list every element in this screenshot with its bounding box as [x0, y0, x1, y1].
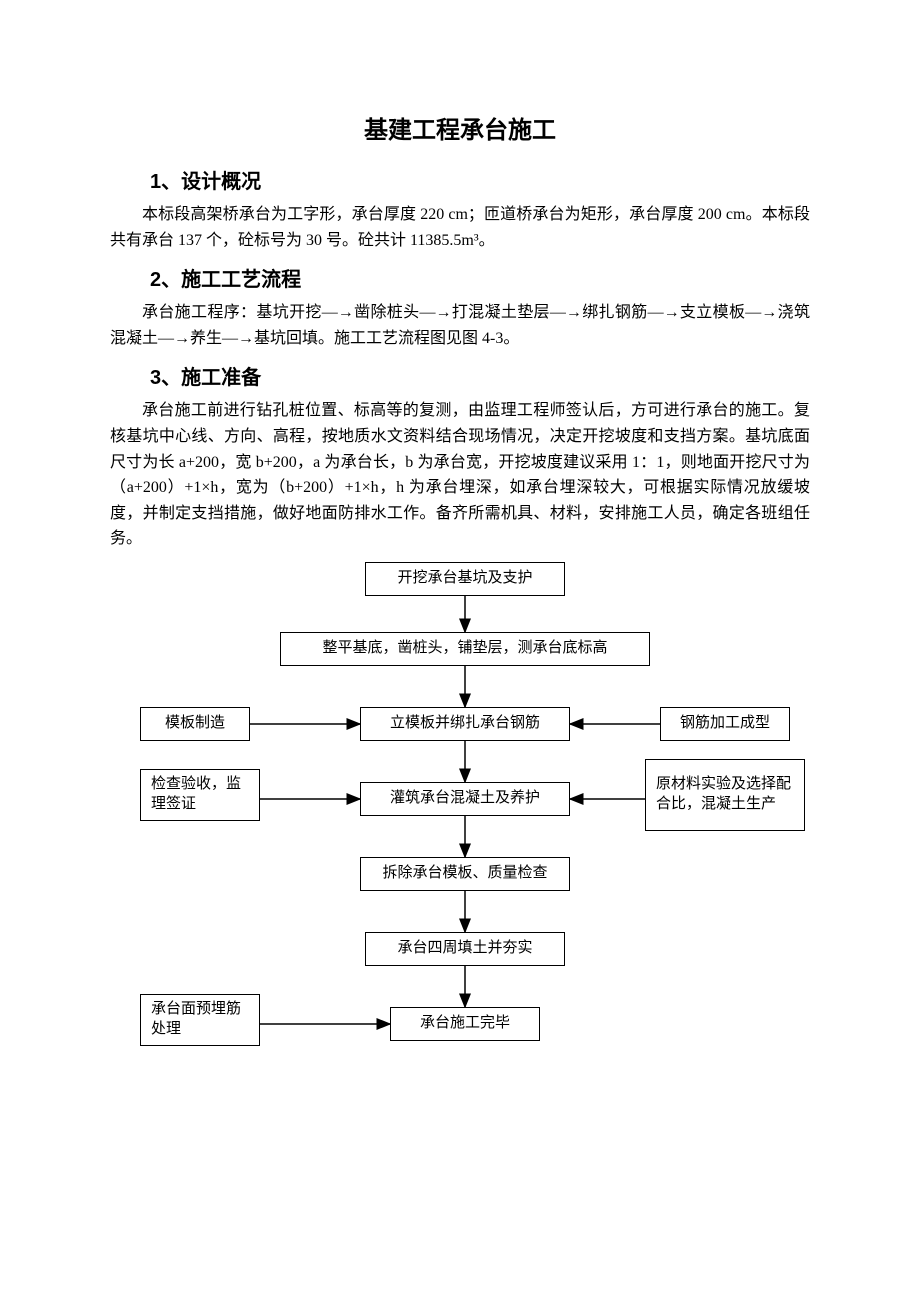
section-3-paragraph: 承台施工前进行钻孔桩位置、标高等的复测，由监理工程师签认后，方可进行承台的施工。…: [110, 398, 810, 552]
flowchart-node-n4r: 原材料实验及选择配合比，混凝土生产: [645, 759, 805, 831]
flowchart-node-n5: 拆除承台模板、质量检查: [360, 857, 570, 891]
flowchart-node-n3: 立模板并绑扎承台钢筋: [360, 707, 570, 741]
flowchart-area: 开挖承台基坑及支护整平基底，凿桩头，铺垫层，测承台底标高立模板并绑扎承台钢筋 模板…: [110, 562, 810, 1112]
flowchart-node-n4l: 检查验收，监理签证: [140, 769, 260, 821]
document-title: 基建工程承台施工: [110, 110, 810, 145]
flowchart-node-n3l: 模板制造: [140, 707, 250, 741]
flowchart-node-n7: 承台施工完毕: [390, 1007, 540, 1041]
section-1-paragraph: 本标段高架桥承台为工字形，承台厚度 220 cm；匝道桥承台为矩形，承台厚度 2…: [110, 202, 810, 253]
document-page: 基建工程承台施工 1、设计概况 本标段高架桥承台为工字形，承台厚度 220 cm…: [0, 0, 920, 1172]
flowchart-node-n4: 灌筑承台混凝土及养护: [360, 782, 570, 816]
section-1-heading: 1、设计概况: [150, 165, 810, 194]
section-2-paragraph: 承台施工程序：基坑开挖—→凿除桩头—→打混凝土垫层—→绑扎钢筋—→支立模板—→浇…: [110, 300, 810, 351]
flowchart-node-n1: 开挖承台基坑及支护: [365, 562, 565, 596]
flowchart-node-n3r: 钢筋加工成型: [660, 707, 790, 741]
flowchart-node-n2: 整平基底，凿桩头，铺垫层，测承台底标高: [280, 632, 650, 666]
flowchart-node-n6: 承台四周填土并夯实: [365, 932, 565, 966]
section-3-heading: 3、施工准备: [150, 361, 810, 390]
section-2-heading: 2、施工工艺流程: [150, 263, 810, 292]
flowchart-node-n7l: 承台面预埋筋处理: [140, 994, 260, 1046]
